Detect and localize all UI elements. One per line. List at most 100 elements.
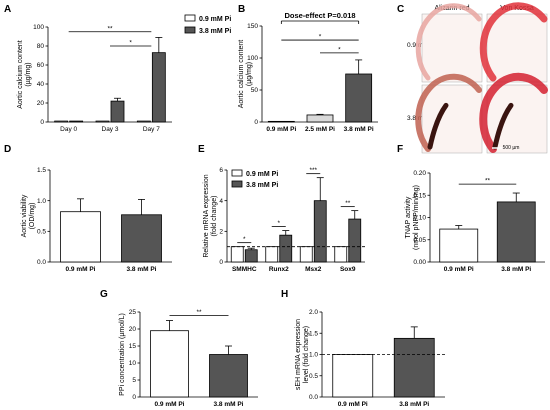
- bar: [439, 228, 479, 263]
- x-tick-label: Runx2: [269, 266, 289, 273]
- y-tick-label: 0.0: [37, 259, 46, 266]
- y-tick-label: 0.15: [413, 192, 426, 199]
- bar: [334, 246, 348, 263]
- x-tick-label: 3.8 mM Pi: [399, 401, 429, 408]
- bar: [265, 246, 279, 263]
- y-tick-label: 0.20: [413, 170, 426, 177]
- y-tick-label: 5: [132, 377, 136, 384]
- x-tick-label: 0.9 mM Pi: [155, 401, 185, 408]
- significance-label: ***: [309, 167, 317, 174]
- x-tick-label: 3.8 mM Pi: [127, 266, 157, 273]
- bar: [345, 73, 373, 123]
- x-tick-label: Day 3: [102, 126, 119, 133]
- panel-letter-F: F: [397, 144, 403, 155]
- aortic-ring: [415, 73, 482, 152]
- y-tick-label: 0.10: [413, 215, 426, 222]
- y-axis-label: PPi concentration (µmol/L): [119, 313, 126, 396]
- y-tick-label: 4: [219, 198, 223, 205]
- x-tick-label: 2.5 mM Pi: [305, 126, 335, 133]
- legend-swatch: [231, 180, 243, 188]
- x-tick-label: 3.8 mM Pi: [344, 126, 374, 133]
- y-axis-label: Aortic calcium content: [17, 40, 24, 109]
- y-tick-label: 20: [129, 326, 137, 333]
- bar: [299, 246, 313, 263]
- y-tick-label: 100: [247, 55, 258, 62]
- y-tick-label: 1.0: [37, 198, 46, 205]
- y-tick-label: 0.5: [309, 373, 318, 380]
- y-tick-label: 10: [129, 360, 137, 367]
- y-axis-label: Relative mRNA expression: [203, 174, 210, 257]
- bar: [348, 218, 362, 263]
- bar: [244, 249, 258, 263]
- y-tick-label: 80: [37, 43, 45, 50]
- y-tick-label: 15: [129, 343, 137, 350]
- panel-letter-H: H: [281, 289, 288, 300]
- bar: [150, 330, 189, 398]
- bar: [69, 120, 84, 123]
- y-tick-label: 20: [37, 100, 45, 107]
- panel-letter-D: D: [4, 144, 11, 155]
- y-axis-label: Aortic calcium content: [238, 40, 245, 109]
- significance-label: **: [345, 200, 351, 207]
- calcified-region: [427, 102, 449, 150]
- bar: [279, 234, 293, 263]
- significance-label: *: [277, 220, 280, 227]
- significance-label: **: [196, 309, 202, 316]
- y-tick-label: 60: [37, 62, 45, 69]
- x-tick-label: 0.9 mM Pi: [66, 266, 96, 273]
- significance-label: *: [319, 34, 322, 41]
- x-tick-label: Msx2: [305, 266, 322, 273]
- panel-letter-G: G: [100, 289, 108, 300]
- y-axis-label: (OD/mg): [29, 203, 36, 230]
- y-axis-label: (fold change): [211, 196, 218, 237]
- legend-label: 0.9 mM Pi: [246, 171, 278, 178]
- row-label: 3.8 mM Pi: [407, 115, 436, 122]
- scale-bar-label: 500 µm: [503, 145, 520, 151]
- y-tick-label: 40: [37, 81, 45, 88]
- aortic-ring: [479, 72, 548, 153]
- bar: [95, 120, 110, 123]
- aortic-ring: [479, 2, 548, 82]
- bar: [54, 120, 69, 123]
- significance-label: **: [107, 25, 113, 32]
- significance-label: *: [129, 40, 132, 47]
- y-tick-label: 0: [132, 394, 136, 401]
- y-tick-label: 0: [254, 119, 258, 126]
- x-tick-label: 0.9 mM Pi: [266, 126, 296, 133]
- row-label: 0.9 mM Pi: [407, 42, 436, 49]
- legend-swatch: [231, 169, 243, 177]
- histology-image: [486, 13, 548, 83]
- panel-letter-B: B: [238, 4, 245, 15]
- x-tick-label: SMMHC: [232, 266, 257, 273]
- significance-label: **: [485, 178, 491, 185]
- legend-swatch: [184, 26, 196, 34]
- bar: [136, 120, 151, 123]
- y-tick-label: 50: [251, 87, 259, 94]
- y-tick-label: 1.0: [309, 352, 318, 359]
- bar: [230, 246, 244, 263]
- calcified-region: [492, 102, 514, 150]
- column-label: Alizarin red: [434, 5, 469, 12]
- y-tick-label: 0.00: [413, 259, 426, 266]
- y-tick-label: 1.5: [309, 330, 318, 337]
- bar: [60, 211, 101, 263]
- y-tick-label: 150: [247, 23, 258, 30]
- x-tick-label: 3.8 mM Pi: [214, 401, 244, 408]
- y-axis-label: sEH mRNA expression: [295, 319, 302, 390]
- y-tick-label: 25: [129, 309, 137, 316]
- y-tick-label: 0.0: [309, 394, 318, 401]
- y-tick-label: 0.05: [413, 237, 426, 244]
- bar: [209, 354, 248, 398]
- legend-swatch: [184, 14, 196, 22]
- x-tick-label: Day 0: [60, 126, 77, 133]
- x-tick-label: Day 7: [143, 126, 160, 133]
- legend-label: 3.8 mM Pi: [199, 28, 231, 35]
- bar: [332, 354, 374, 398]
- x-tick-label: 3.8 mM Pi: [501, 266, 531, 273]
- y-axis-label: level (fold change): [303, 326, 310, 383]
- y-tick-label: 1.5: [37, 167, 46, 174]
- panel-letter-A: A: [4, 4, 11, 15]
- y-axis-label: TNAP activity: [405, 196, 412, 238]
- y-tick-label: 2.0: [309, 309, 318, 316]
